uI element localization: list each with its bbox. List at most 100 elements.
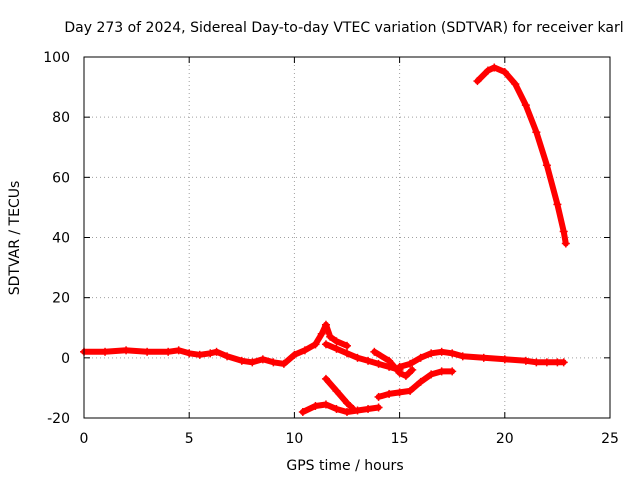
data-point: [269, 358, 278, 367]
series-high-arc: [474, 64, 569, 247]
data-point: [298, 407, 307, 416]
data-point: [427, 370, 436, 379]
data-point: [483, 66, 492, 75]
y-tick-label: 60: [52, 170, 70, 186]
data-point: [174, 346, 183, 355]
x-tick-label: 10: [285, 431, 303, 447]
data-point: [332, 337, 341, 346]
series-pass-2: [396, 348, 567, 370]
data-point: [321, 340, 330, 349]
data-point: [559, 227, 568, 236]
data-point: [521, 356, 530, 365]
x-tick-label: 25: [601, 431, 619, 447]
data-point: [532, 358, 541, 367]
y-tick-label: 100: [43, 50, 70, 66]
data-point: [343, 407, 351, 416]
y-tick-label: -20: [47, 411, 70, 427]
data-point: [212, 347, 221, 356]
data-point: [374, 392, 383, 401]
data-point: [406, 386, 415, 395]
x-tick-label: 5: [185, 431, 194, 447]
data-point: [395, 388, 404, 397]
data-point: [164, 347, 173, 356]
data-point: [349, 404, 358, 413]
data-point: [279, 359, 288, 368]
series-arc-1: [312, 321, 350, 349]
x-tick-labels: 0 5 10 15 20 25: [80, 431, 619, 447]
series-spur: [323, 375, 357, 412]
data-point: [290, 350, 299, 359]
data-point: [385, 356, 394, 365]
data-point: [343, 349, 351, 358]
data-point: [416, 353, 425, 362]
data-point: [311, 401, 320, 410]
data-point: [458, 352, 467, 361]
data-point: [248, 358, 257, 367]
data-point: [559, 358, 568, 367]
axis-ticks: [83, 56, 611, 419]
data-point: [326, 332, 335, 341]
data-point: [500, 68, 509, 77]
data-point: [122, 346, 131, 355]
data-point: [258, 355, 267, 364]
data-point: [521, 101, 530, 110]
data-point: [101, 347, 110, 356]
data-point: [321, 374, 330, 383]
x-tick-label: 0: [80, 431, 89, 447]
data-point: [473, 77, 482, 86]
data-point: [195, 350, 204, 359]
data-point: [408, 365, 417, 374]
data-point: [401, 371, 410, 380]
data-point: [343, 341, 351, 350]
data-point: [332, 386, 341, 395]
data-point: [542, 161, 551, 170]
data-point: [143, 347, 152, 356]
data-point: [479, 353, 488, 362]
data-series: [80, 63, 570, 416]
y-axis-title: SDTVAR / TECUs: [7, 181, 23, 296]
data-point: [448, 367, 457, 376]
data-point: [364, 356, 373, 365]
x-axis-title: GPS time / hours: [286, 458, 403, 474]
y-tick-label: 80: [52, 110, 70, 126]
data-point: [395, 368, 404, 377]
data-point: [185, 349, 194, 358]
data-point: [311, 340, 320, 349]
data-point: [406, 359, 415, 368]
data-point: [416, 377, 425, 386]
data-point: [206, 349, 215, 358]
y-tick-label: 20: [52, 291, 70, 307]
data-point: [374, 359, 383, 368]
data-point: [237, 356, 246, 365]
data-point: [374, 403, 383, 412]
data-point: [511, 80, 520, 89]
data-point: [561, 239, 570, 248]
data-point: [437, 347, 446, 356]
data-point: [300, 346, 309, 355]
data-point: [321, 400, 330, 409]
data-point: [370, 347, 379, 356]
data-point: [490, 63, 499, 72]
data-point: [364, 404, 373, 413]
data-point: [542, 358, 551, 367]
data-point: [500, 355, 509, 364]
data-point: [332, 404, 341, 413]
data-point: [317, 329, 326, 338]
data-point: [448, 349, 457, 358]
data-point: [343, 398, 351, 407]
x-tick-label: 15: [391, 431, 409, 447]
y-tick-label: 40: [52, 231, 70, 247]
data-point: [332, 344, 341, 353]
chart-title: Day 273 of 2024, Sidereal Day-to-day VTE…: [64, 20, 623, 36]
y-tick-label: 0: [61, 351, 70, 367]
y-tick-labels: -20 0 20 40 60 80 100: [43, 50, 70, 427]
data-point: [385, 389, 394, 398]
data-point: [321, 320, 330, 329]
data-point: [223, 352, 232, 361]
x-tick-label: 20: [496, 431, 514, 447]
data-point: [532, 128, 541, 137]
data-point: [353, 353, 362, 362]
data-point: [437, 367, 446, 376]
data-point: [427, 349, 436, 358]
